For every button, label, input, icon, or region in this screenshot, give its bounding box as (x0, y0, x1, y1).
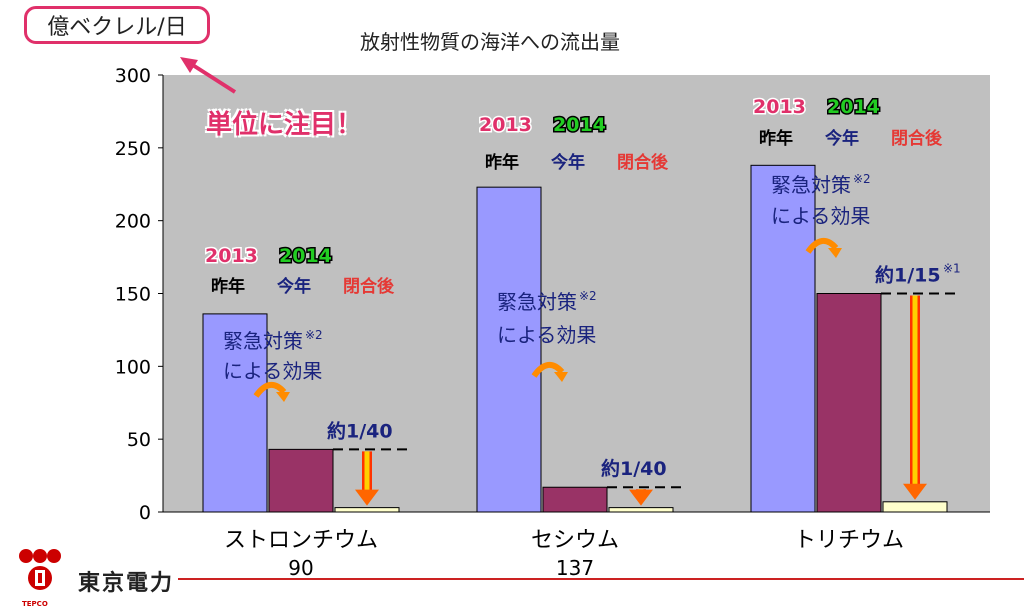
reduction-label: 約1/15 (875, 264, 941, 287)
category-sublabel: 137 (556, 556, 594, 580)
effect-label-line2: による効果 (771, 204, 870, 228)
effect-label-note: ※2 (853, 172, 871, 186)
curved-arrow-icon (805, 238, 839, 254)
year-label-2013: 2013 (205, 245, 258, 267)
effect-label-note: ※2 (305, 328, 323, 342)
tepco-logo (18, 548, 62, 600)
reduction-arrow-icon (903, 483, 927, 500)
column-header: 閉合後 (617, 152, 669, 173)
curved-arrow-icon (253, 382, 287, 398)
reduction-note: ※1 (943, 262, 961, 276)
effect-label-line2: による効果 (223, 359, 322, 383)
column-header: 閉合後 (891, 128, 943, 149)
category-sublabel: 90 (288, 556, 313, 580)
reduction-label: 約1/40 (601, 457, 667, 480)
reduction-arrow-icon (355, 489, 379, 506)
bar-this-year (268, 448, 334, 513)
bar-after-closure (334, 507, 400, 513)
y-tick-label: 250 (115, 138, 151, 160)
curved-arrow-head-icon (828, 248, 842, 258)
callout-pointer-arrow-icon (180, 57, 198, 73)
curved-arrow-head-icon (554, 372, 568, 382)
column-header: 今年 (825, 128, 859, 149)
year-label-2014: 2014 (279, 245, 332, 267)
effect-label-note: ※2 (579, 289, 597, 303)
y-tick-label: 200 (115, 211, 151, 233)
bar-last-year (750, 164, 816, 513)
chart-title: 放射性物質の海洋への流出量 (360, 30, 620, 54)
year-label-2013: 2013 (479, 114, 532, 136)
column-header: 閉合後 (343, 276, 395, 297)
effect-label-line1: 緊急対策 (223, 329, 303, 353)
reduction-arrow-icon (629, 489, 653, 506)
bar-after-closure (882, 501, 948, 513)
tepco-logo-icon (19, 549, 61, 590)
column-header: 今年 (551, 152, 585, 173)
y-tick-label: 300 (115, 65, 151, 87)
column-header: 今年 (277, 276, 311, 297)
effect-label-line1: 緊急対策 (771, 173, 851, 197)
company-name: 東京電力 (78, 571, 175, 596)
y-tick-label: 100 (115, 356, 151, 378)
bar-last-year (202, 313, 268, 513)
category-label: セシウム (531, 528, 619, 553)
footer-line (178, 578, 1024, 580)
category-label: トリチウム (794, 528, 904, 553)
curved-arrow-icon (531, 362, 565, 378)
y-tick-label: 50 (127, 429, 151, 451)
bar-this-year (542, 486, 608, 513)
year-label-2014: 2014 (553, 114, 606, 136)
bar-this-year (816, 293, 882, 513)
callout-pointer-line (186, 60, 237, 94)
unit-label-box: 億ベクレル/日 (24, 6, 210, 44)
column-header: 昨年 (211, 276, 245, 297)
effect-label-line1: 緊急対策 (497, 290, 577, 314)
bar-after-closure (608, 507, 674, 513)
bar-last-year (476, 186, 542, 513)
effect-label-line2: による効果 (497, 323, 596, 347)
reduction-label: 約1/40 (327, 419, 393, 442)
company-en: TEPCO (22, 600, 48, 608)
unit-label: 億ベクレル/日 (47, 15, 187, 40)
y-tick-label: 0 (139, 502, 151, 524)
year-label-2014: 2014 (827, 96, 880, 118)
year-label-2013: 2013 (753, 96, 806, 118)
y-tick-label: 150 (115, 284, 151, 306)
column-header: 昨年 (759, 128, 793, 149)
callout-text: 単位に注目！ (206, 110, 363, 140)
curved-arrow-head-icon (276, 392, 290, 402)
column-header: 昨年 (485, 152, 519, 173)
category-label: ストロンチウム (224, 528, 378, 553)
